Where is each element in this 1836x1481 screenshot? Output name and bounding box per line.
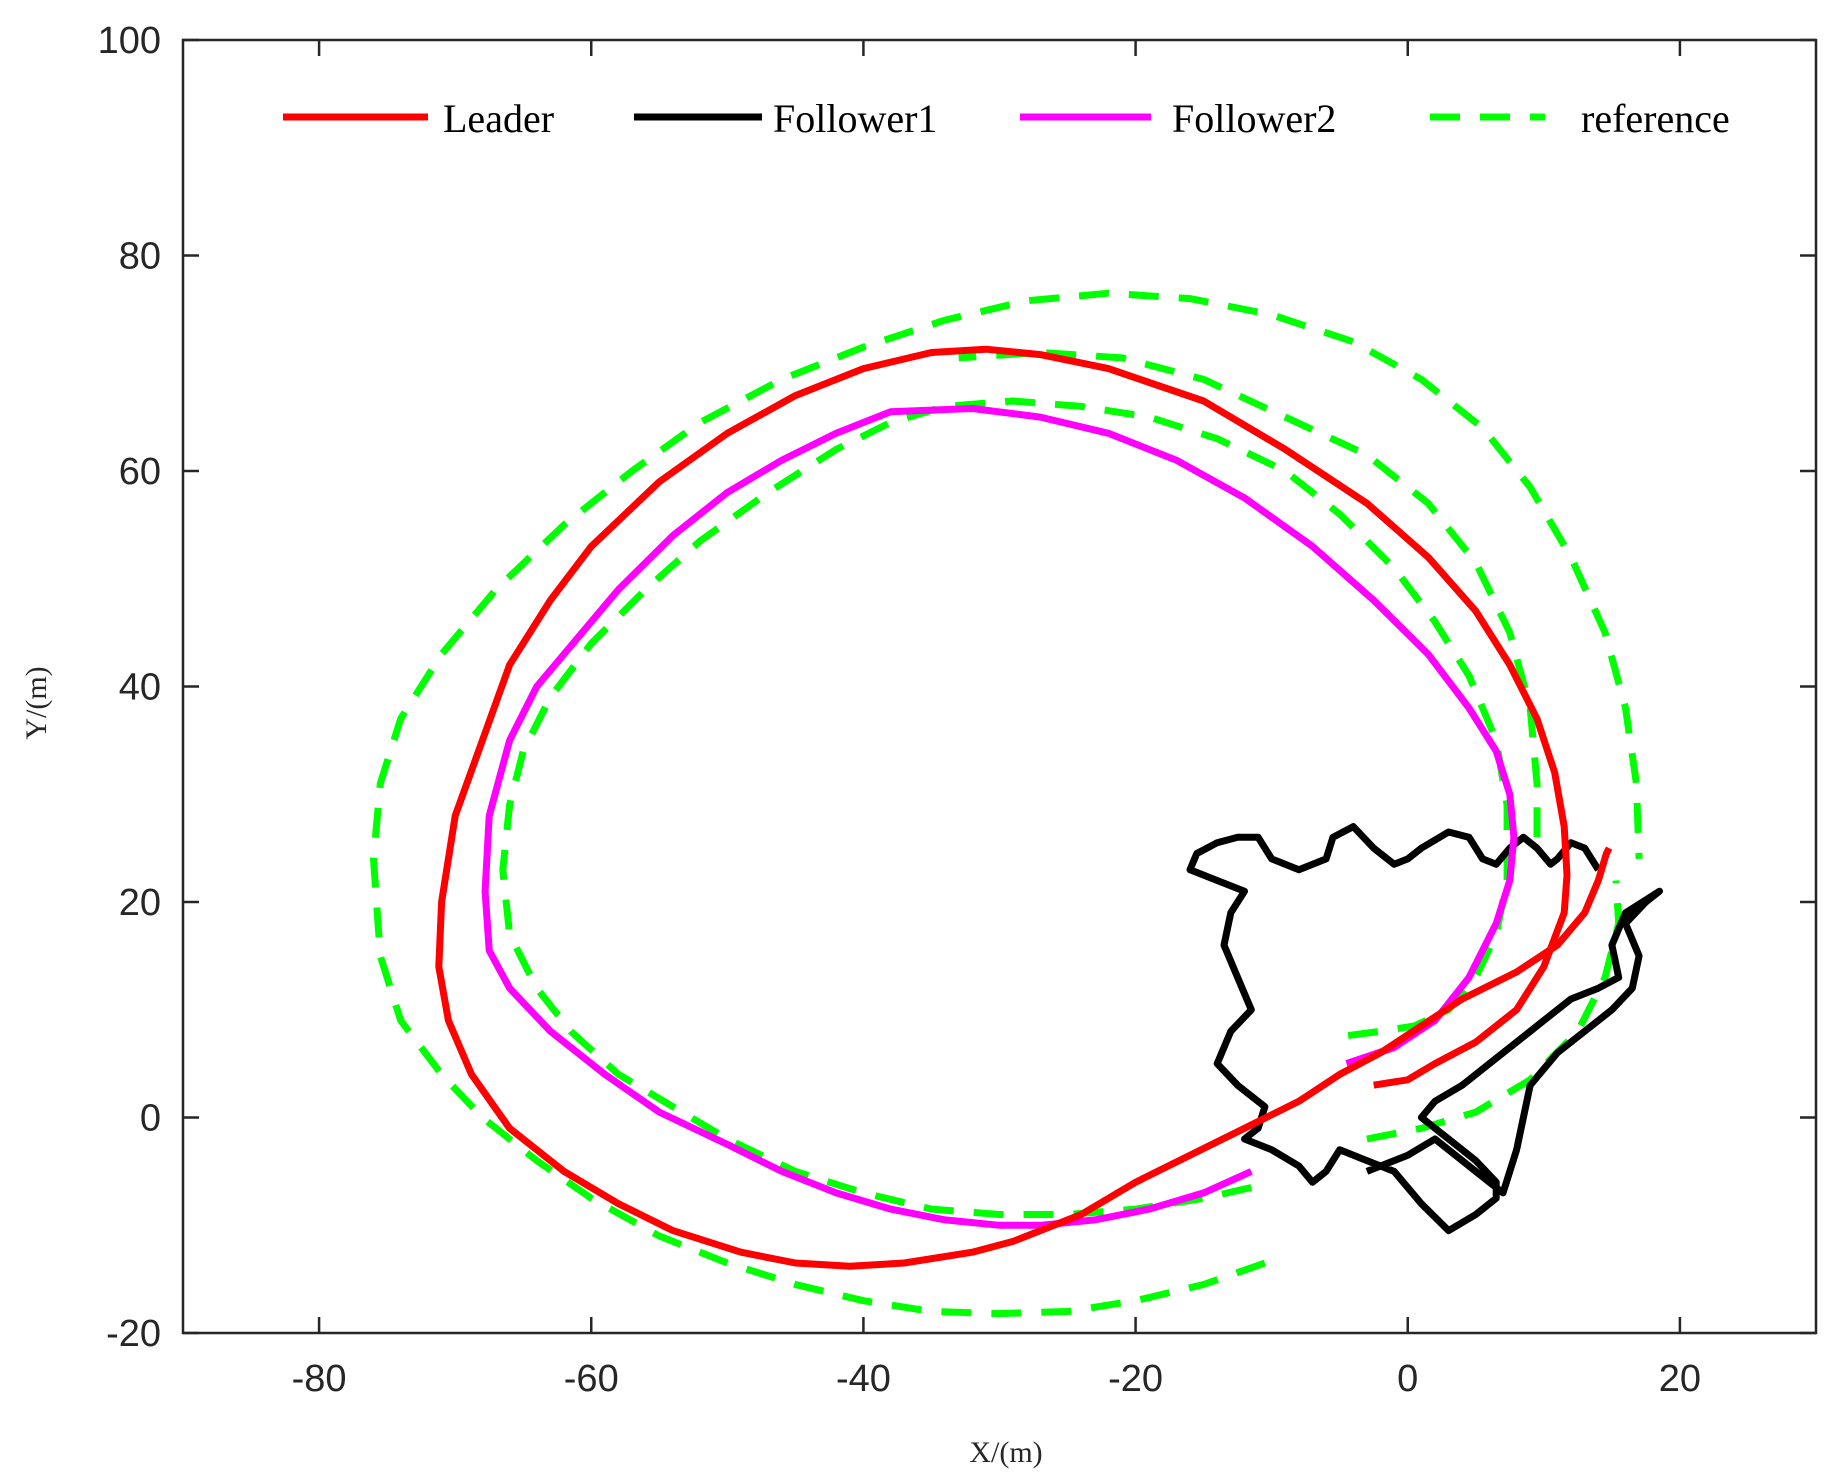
x-tick-label: -20 [1108,1358,1163,1400]
x-tick-label: -80 [292,1358,347,1400]
ticks [183,38,1816,1335]
legend-label-reference: reference [1581,96,1730,141]
x-tick-label: 0 [1397,1358,1418,1400]
series-line-reference [499,397,1511,1218]
x-tick-label: -60 [564,1358,619,1400]
series-line-follower2 [481,405,1518,1229]
y-tick-label: 0 [140,1098,161,1140]
plot-lines [370,289,1663,1318]
y-tick-label: 20 [119,882,161,924]
y-tick-label: 60 [119,451,161,493]
series-line-leader [435,345,1613,1270]
x-axis-label: X/(m) [969,1436,1042,1469]
legend: Leader Follower1 Follower2 reference [283,96,1730,141]
y-tick-label: 100 [98,20,161,62]
series-line-follower1 [1186,823,1663,1235]
legend-label-leader: Leader [443,96,554,141]
y-tick-label: -20 [106,1313,161,1355]
legend-label-follower1: Follower1 [773,96,937,141]
legend-label-follower2: Follower2 [1172,96,1336,141]
y-tick-label: 80 [119,236,161,278]
tick-labels: -80 -60 -40 -20 0 20 -20 0 20 40 60 80 100 [98,20,1701,1400]
y-axis-label: Y/(m) [20,666,53,739]
y-tick-label: 40 [119,667,161,709]
x-tick-label: -40 [836,1358,891,1400]
series-line-reference [958,349,1541,838]
x-tick-label: 20 [1659,1358,1701,1400]
